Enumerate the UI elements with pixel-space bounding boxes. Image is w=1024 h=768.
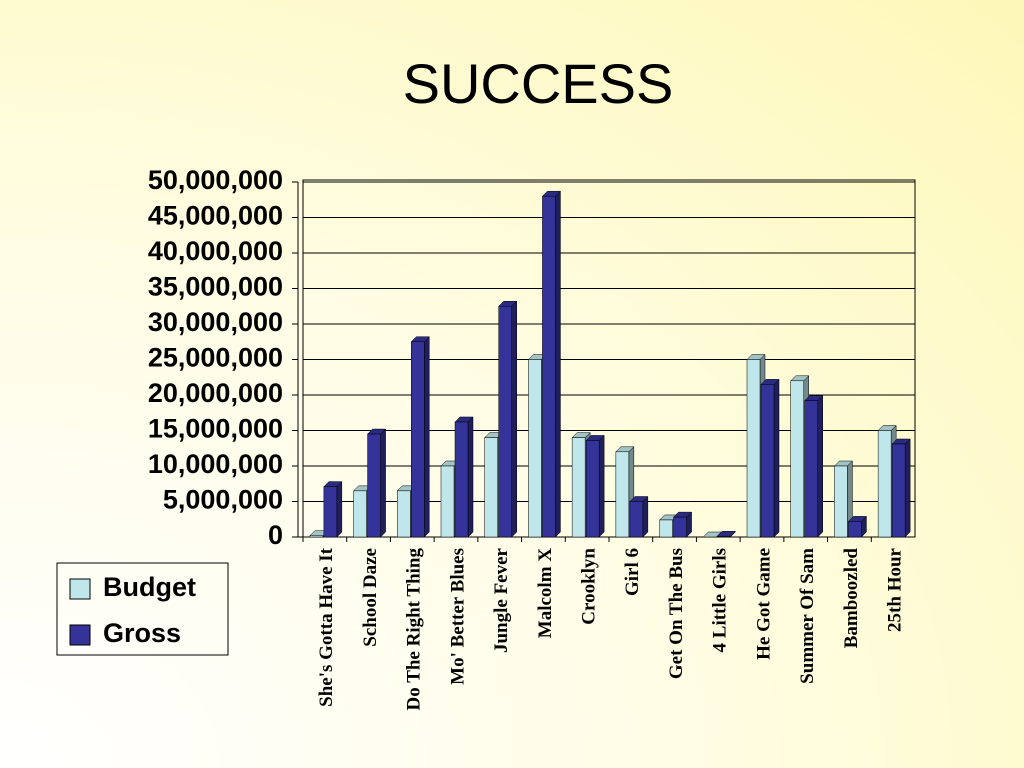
x-tick-label: Mo' Better Blues — [447, 548, 468, 685]
bar — [746, 359, 761, 538]
bar — [891, 443, 906, 538]
y-tick-label: 35,000,000 — [148, 272, 283, 302]
bar-side — [380, 428, 386, 538]
chart-title: SUCCESS — [403, 52, 674, 115]
bar — [353, 490, 367, 538]
x-tick-label: 25th Hour — [885, 547, 906, 631]
bar — [323, 486, 338, 538]
x-tick-label: Bamboozled — [841, 548, 862, 649]
legend-label: Budget — [103, 572, 196, 602]
bar — [615, 451, 630, 538]
bar — [790, 380, 804, 538]
bar — [659, 519, 673, 538]
legend-label: Gross — [103, 618, 181, 648]
x-tick-label: School Daze — [360, 548, 381, 647]
bar — [834, 465, 848, 538]
x-tick-label: Get On The Bus — [666, 548, 687, 679]
legend — [56, 562, 229, 656]
bar-side — [511, 300, 517, 538]
y-tick-label: 10,000,000 — [148, 449, 283, 479]
x-tick-label: She's Gotta Have It — [316, 547, 337, 707]
bar-side — [336, 480, 343, 538]
bar — [367, 433, 381, 538]
bar — [528, 359, 542, 538]
bar-side — [817, 395, 823, 538]
bar — [673, 516, 687, 538]
x-tick-label: Girl 6 — [622, 548, 643, 596]
bar-side — [467, 416, 474, 538]
bar — [440, 465, 455, 538]
bar — [877, 430, 892, 538]
y-tick-label: 40,000,000 — [148, 236, 283, 266]
legend-swatch — [69, 624, 91, 646]
y-tick-label: 50,000,000 — [148, 165, 283, 195]
bar — [411, 341, 425, 538]
y-tick-label: 0 — [268, 520, 283, 550]
bar — [848, 521, 862, 538]
y-tick-label: 30,000,000 — [148, 307, 283, 337]
bar-side — [424, 336, 430, 538]
bar — [484, 437, 498, 538]
x-tick-label: 4 Little Girls — [710, 548, 731, 652]
x-tick-label: Crooklyn — [579, 548, 600, 625]
x-tick-label: He Got Game — [753, 548, 774, 660]
bar — [717, 536, 731, 538]
bar-side — [642, 495, 649, 538]
bar-side — [598, 434, 605, 538]
bar — [454, 421, 469, 538]
bar-side — [904, 438, 911, 538]
y-tick-label: 25,000,000 — [148, 343, 283, 373]
x-tick-label: Do The Right Thing — [404, 548, 425, 711]
bar — [585, 440, 600, 538]
bar — [498, 306, 512, 538]
y-tick-label: 45,000,000 — [148, 201, 283, 231]
bar — [397, 490, 411, 538]
bar — [804, 400, 818, 538]
bar — [571, 437, 586, 538]
y-tick-label: 5,000,000 — [163, 485, 283, 515]
x-tick-label: Summer Of Sam — [797, 548, 818, 684]
bar — [309, 535, 324, 538]
legend-swatch — [69, 578, 91, 600]
bar — [629, 501, 644, 538]
bar — [542, 195, 556, 538]
bar — [760, 384, 775, 538]
x-tick-label: Malcolm X — [535, 548, 556, 639]
bar-side — [555, 190, 561, 538]
y-tick-label: 20,000,000 — [148, 378, 283, 408]
y-tick-label: 15,000,000 — [148, 414, 283, 444]
plot-area — [302, 179, 916, 538]
x-tick-label: Jungle Fever — [491, 547, 512, 653]
bar-side — [773, 378, 780, 538]
